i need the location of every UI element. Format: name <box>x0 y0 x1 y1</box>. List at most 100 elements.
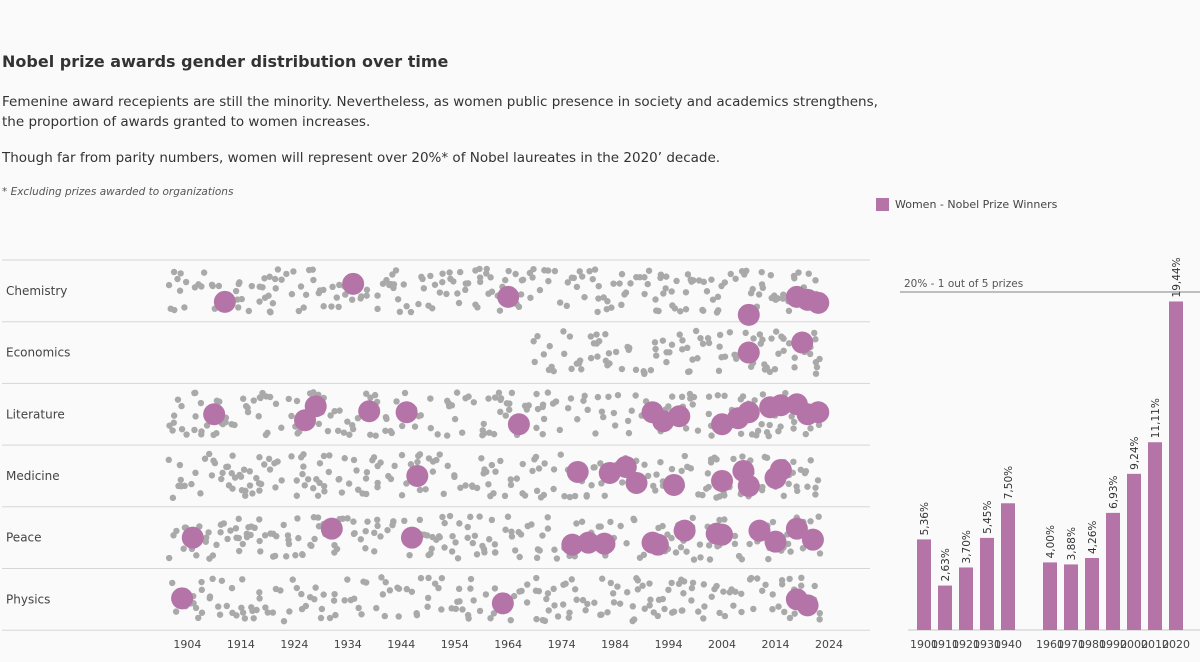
man-laureate-dot <box>571 492 579 500</box>
man-laureate-dot <box>455 585 463 593</box>
man-laureate-dot <box>195 614 202 622</box>
man-laureate-dot <box>262 604 269 611</box>
man-laureate-dot <box>491 394 499 401</box>
man-laureate-dot <box>568 365 575 373</box>
man-laureate-dot <box>787 548 794 555</box>
man-laureate-dot <box>363 292 370 299</box>
man-laureate-dot <box>798 574 805 582</box>
man-laureate-dot <box>344 515 351 522</box>
man-laureate-dot <box>325 468 333 476</box>
man-laureate-dot <box>807 457 814 464</box>
man-laureate-dot <box>407 308 415 316</box>
man-laureate-dot <box>539 532 546 539</box>
man-laureate-dot <box>508 528 515 535</box>
man-laureate-dot <box>492 468 499 475</box>
man-laureate-dot <box>536 547 543 554</box>
bar-x-tick-label: 1960 <box>1036 638 1064 651</box>
man-laureate-dot <box>510 592 518 600</box>
bar <box>1148 442 1162 630</box>
man-laureate-dot <box>427 395 434 402</box>
man-laureate-dot <box>235 534 242 542</box>
man-laureate-dot <box>573 283 581 291</box>
man-laureate-dot <box>439 278 446 286</box>
man-laureate-dot <box>424 594 432 602</box>
man-laureate-dot <box>247 531 254 539</box>
man-laureate-dot <box>715 367 723 375</box>
bar-value-label: 6,93% <box>1108 476 1120 509</box>
man-laureate-dot <box>223 602 231 610</box>
man-laureate-dot <box>659 522 666 530</box>
man-laureate-dot <box>435 584 442 592</box>
man-laureate-dot <box>208 472 216 479</box>
man-laureate-dot <box>812 336 819 343</box>
man-laureate-dot <box>670 608 678 615</box>
man-laureate-dot <box>700 278 708 286</box>
bar <box>1043 562 1057 630</box>
x-tick-label: 1994 <box>655 638 683 651</box>
man-laureate-dot <box>519 276 527 283</box>
man-laureate-dot <box>390 281 398 288</box>
man-laureate-dot <box>299 470 306 478</box>
man-laureate-dot <box>755 291 763 298</box>
man-laureate-dot <box>739 393 747 400</box>
man-laureate-dot <box>170 268 178 276</box>
man-laureate-dot <box>488 461 496 469</box>
man-laureate-dot <box>300 463 307 470</box>
man-laureate-dot <box>246 482 254 489</box>
man-laureate-dot <box>699 306 706 314</box>
man-laureate-dot <box>371 548 378 555</box>
woman-laureate-dot <box>181 526 204 549</box>
man-laureate-dot <box>679 607 686 614</box>
man-laureate-dot <box>790 418 798 426</box>
man-laureate-dot <box>579 273 586 280</box>
man-laureate-dot <box>512 547 519 554</box>
man-laureate-dot <box>231 421 238 429</box>
man-laureate-dot <box>300 304 307 311</box>
man-laureate-dot <box>784 540 792 548</box>
man-laureate-dot <box>541 617 549 625</box>
man-laureate-dot <box>255 413 262 420</box>
man-laureate-dot <box>265 292 272 299</box>
man-laureate-dot <box>458 429 466 436</box>
man-laureate-dot <box>652 345 659 353</box>
man-laureate-dot <box>205 529 212 536</box>
woman-laureate-dot <box>737 401 760 424</box>
man-laureate-dot <box>512 270 519 278</box>
man-laureate-dot <box>403 585 410 593</box>
man-laureate-dot <box>680 578 688 585</box>
bar <box>938 585 952 630</box>
man-laureate-dot <box>290 268 297 275</box>
man-laureate-dot <box>378 574 385 581</box>
man-laureate-dot <box>274 266 282 273</box>
man-laureate-dot <box>647 366 655 374</box>
man-laureate-dot <box>456 520 463 527</box>
x-tick-label: 1964 <box>494 638 522 651</box>
man-laureate-dot <box>476 265 483 273</box>
man-laureate-dot <box>644 280 651 288</box>
man-laureate-dot <box>814 477 822 484</box>
man-laureate-dot <box>652 296 659 303</box>
man-laureate-dot <box>576 357 584 364</box>
man-laureate-dot <box>544 590 552 597</box>
man-laureate-dot <box>331 407 338 415</box>
man-laureate-dot <box>507 476 514 483</box>
woman-laureate-dot <box>400 526 423 549</box>
man-laureate-dot <box>436 451 443 458</box>
man-laureate-dot <box>336 475 343 483</box>
man-laureate-dot <box>605 350 613 357</box>
man-laureate-dot <box>295 307 303 315</box>
man-laureate-dot <box>594 353 601 360</box>
man-laureate-dot <box>440 490 447 498</box>
man-laureate-dot <box>690 556 698 563</box>
man-laureate-dot <box>560 328 567 335</box>
man-laureate-dot <box>593 331 600 338</box>
man-laureate-dot <box>532 453 540 461</box>
bar-value-label: 9,24% <box>1129 436 1141 469</box>
man-laureate-dot <box>238 604 245 611</box>
man-laureate-dot <box>524 522 531 530</box>
man-laureate-dot <box>517 531 525 538</box>
man-laureate-dot <box>353 467 360 474</box>
man-laureate-dot <box>553 555 561 562</box>
man-laureate-dot <box>563 302 570 310</box>
man-laureate-dot <box>229 452 236 459</box>
